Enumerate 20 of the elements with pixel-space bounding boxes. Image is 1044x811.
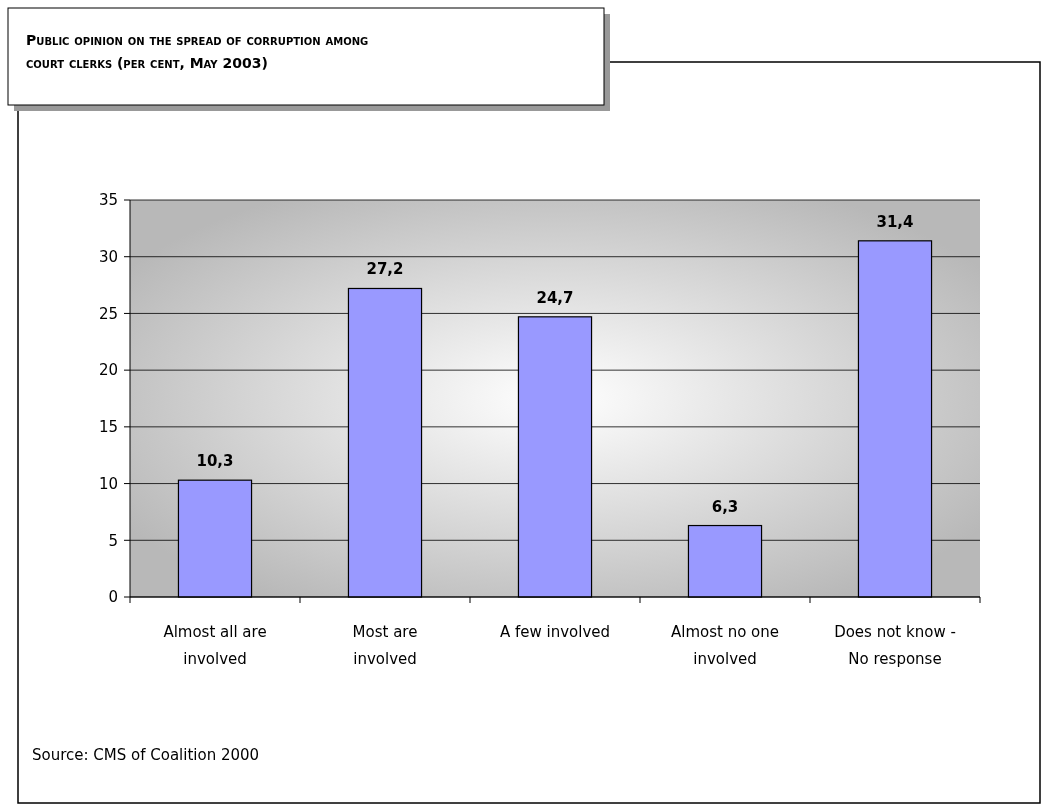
x-tick-label: Almost all are involved [163, 623, 267, 668]
y-tick-label: 0 [108, 588, 118, 607]
source-note: Source: CMS of Coalition 2000 [32, 746, 260, 764]
data-label: 27,2 [366, 260, 404, 279]
y-tick-label: 30 [98, 247, 118, 266]
y-tick-label: 10 [98, 474, 118, 493]
data-label: 6,3 [711, 497, 739, 516]
y-tick-label: 35 [98, 191, 118, 210]
chart-title: Public opinion on the spread of corruption among court clerks (per cent, May 2003) [26, 32, 369, 71]
x-tick-label: Does not know - No response [834, 623, 956, 668]
y-tick-label: 15 [98, 418, 118, 437]
data-label: 31,4 [876, 212, 914, 231]
data-label: 10,3 [196, 452, 234, 471]
y-tick-label: 25 [98, 304, 118, 323]
x-tick-label: Most are involved [352, 623, 418, 668]
y-tick-label: 20 [98, 361, 118, 380]
x-tick-label: A few involved [499, 623, 611, 641]
x-tick-label: Almost no one involved [670, 623, 780, 668]
data-label: 24,7 [536, 288, 574, 307]
y-tick-label: 5 [108, 531, 118, 550]
